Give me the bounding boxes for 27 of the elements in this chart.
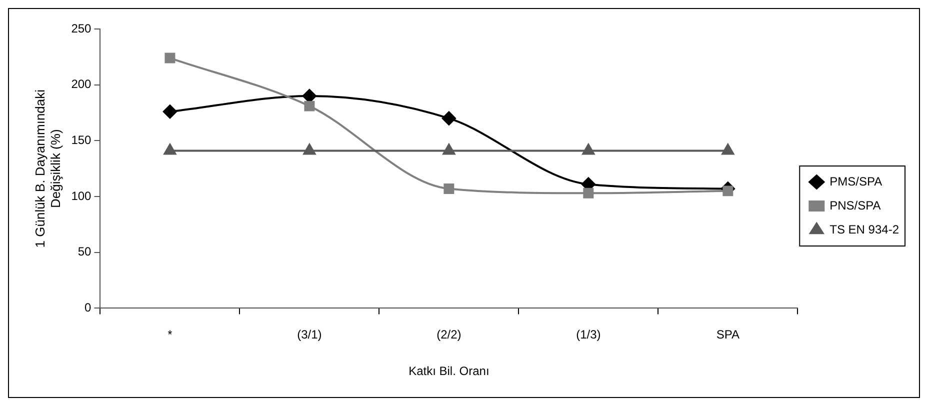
- point: [164, 144, 176, 155]
- point: [162, 104, 177, 119]
- y-tick-label: 200: [71, 77, 92, 92]
- y-axis-title: 1 Günlük B. Dayanımındaki Değişiklik (%): [32, 89, 63, 248]
- x-tick-label: (2/2): [436, 328, 462, 342]
- y-tick-label: 50: [78, 244, 92, 259]
- legend-label: PNS/SPA: [830, 198, 881, 212]
- point: [722, 144, 734, 155]
- point: [303, 144, 316, 155]
- x-tick-label: (1/3): [576, 328, 601, 342]
- y-tick-label: 250: [71, 21, 92, 36]
- legend-label: TS EN 934-2: [830, 222, 900, 236]
- y-tick-label: 100: [71, 188, 92, 203]
- legend-label: PMS/SPA: [830, 174, 882, 188]
- point: [582, 144, 595, 155]
- point: [304, 100, 315, 112]
- x-tick-label: *: [168, 328, 173, 342]
- x-tick-label: SPA: [716, 328, 740, 342]
- point: [442, 144, 456, 155]
- y-tick-label: 0: [84, 300, 92, 315]
- point: [164, 52, 176, 64]
- x-axis-title: Katkı Bil. Oranı: [408, 364, 490, 378]
- point: [442, 111, 456, 126]
- x-tick-label: (3/1): [297, 328, 322, 342]
- point: [583, 188, 594, 198]
- y-tick-label: 150: [71, 132, 92, 147]
- point: [444, 183, 454, 194]
